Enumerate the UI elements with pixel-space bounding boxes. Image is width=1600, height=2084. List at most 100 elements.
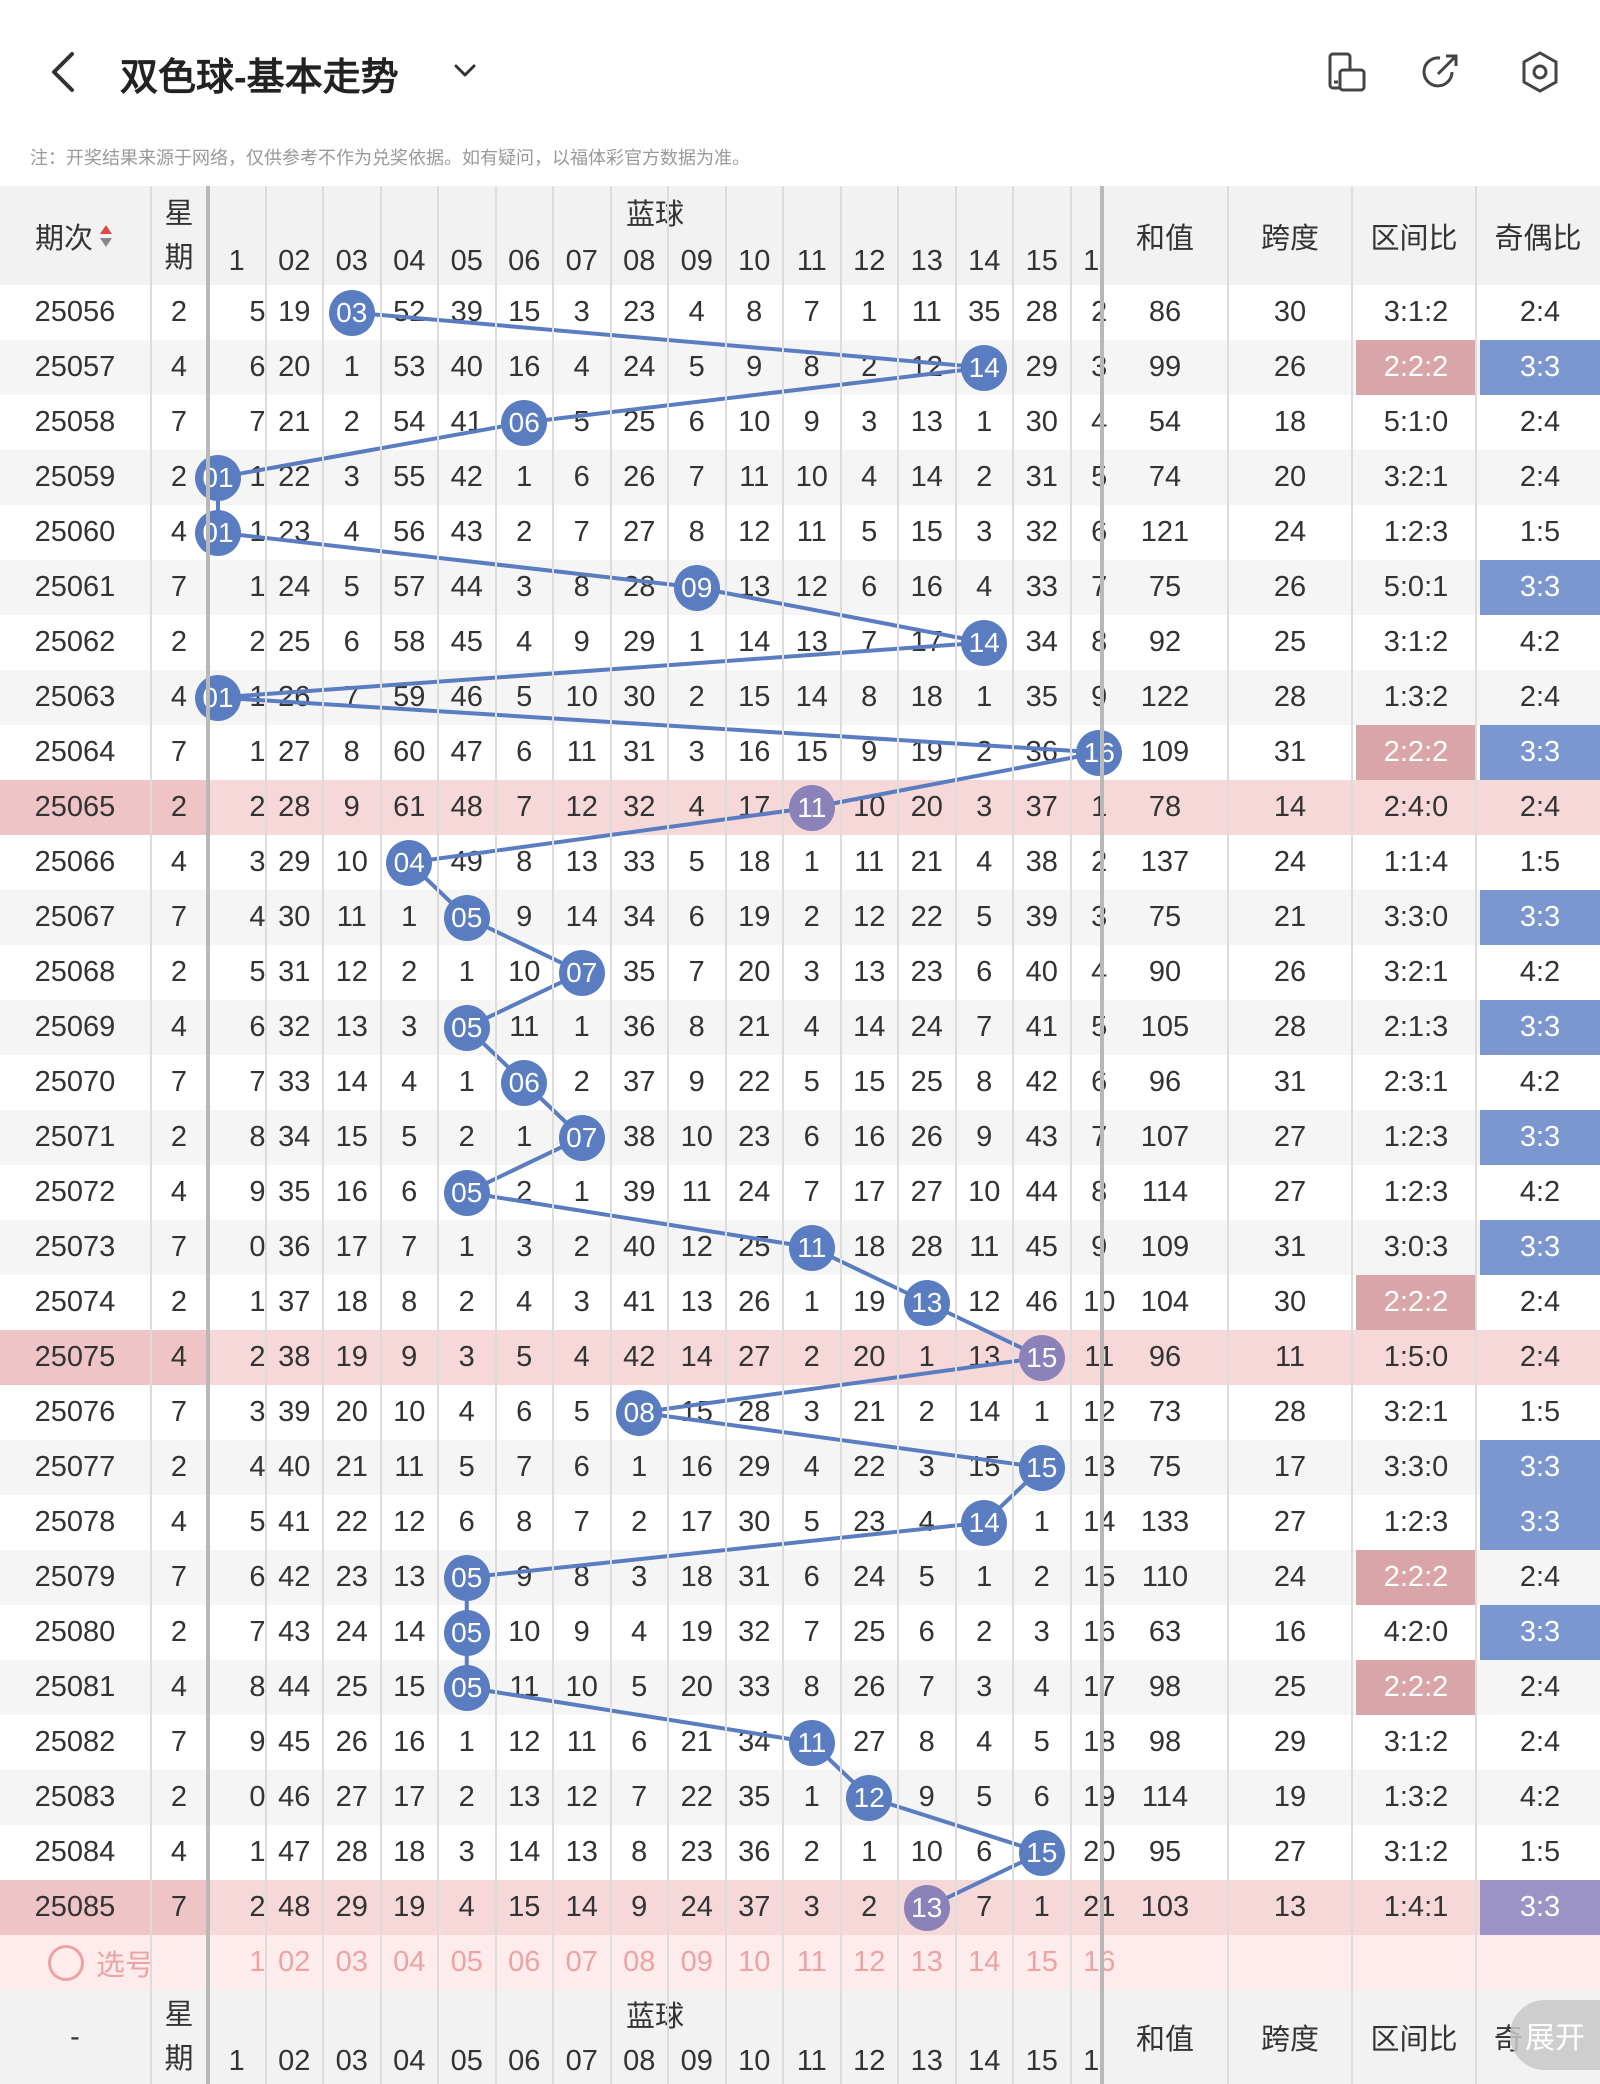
miss-count-cell: 6 [249,1011,266,1043]
miss-count-cell: 5 [803,1066,820,1098]
miss-count-cell: 26 [910,1121,943,1153]
header-blue-number: 06 [495,238,553,285]
span-cell: 31 [1273,736,1307,768]
select-toggle[interactable]: 选号 [46,1935,156,1990]
table-row[interactable]: 250622225658454929114137171434892253:1:2… [0,615,1600,670]
miss-count-cell: 5 [1033,1726,1050,1758]
miss-count-cell: 5 [803,1506,820,1538]
select-number[interactable]: 12 [853,1946,886,1978]
table-row[interactable]: 2507128341552107381023616269437107271:2:… [0,1110,1600,1165]
table-row[interactable]: 250802743241405109419327256231663164:2:0… [0,1605,1600,1660]
miss-count-cell: 24 [623,351,656,383]
select-number[interactable]: 15 [1025,1946,1058,1978]
select-number[interactable]: 09 [680,1946,713,1978]
miss-count-cell: 2 [631,1506,648,1538]
miss-count-cell: 3 [458,1341,475,1373]
select-number[interactable]: 16 [1071,1935,1129,1990]
miss-count-cell: 32 [1025,516,1058,548]
header-odd-even: 奇偶比 [1476,186,1600,285]
header-blue-number: 10 [725,238,783,285]
miss-count-cell: 29 [623,626,656,658]
sum-cell: 122 [1140,681,1190,713]
table-row[interactable]: 250677430111059143461921222539375213:3:0… [0,890,1600,945]
select-number[interactable]: 03 [335,1946,368,1978]
select-number[interactable]: 02 [278,1946,311,1978]
select-number[interactable]: 14 [968,1946,1001,1978]
table-row[interactable]: 250797642231305983183162451215110242:2:2… [0,1550,1600,1605]
week-cell: 7 [150,560,208,615]
miss-count-cell: 8 [803,1671,820,1703]
chevron-down-icon[interactable] [448,56,482,86]
odd-even-cell: 2:4 [1519,791,1561,823]
miss-count-cell: 2 [976,1616,993,1648]
miss-count-cell: 8 [688,516,705,548]
miss-count-cell: 16 [680,1451,713,1483]
miss-count-cell: 41 [1025,1011,1058,1043]
odd-even-cell: 3:3 [1480,1495,1600,1550]
miss-count-cell: 20 [335,1396,368,1428]
miss-count-cell: 9 [573,626,590,658]
week-cell: 7 [150,1385,208,1440]
miss-count-cell: 6 [249,1561,266,1593]
miss-count-cell: 32 [623,791,656,823]
share-icon[interactable] [1416,48,1464,96]
miss-count-cell: 1 [249,1836,266,1868]
page-title[interactable]: 双色球-基本走势 [120,57,399,99]
miss-count-cell: 22 [910,901,943,933]
table-row[interactable]: 250562519035239153234871113528286303:1:2… [0,285,1600,340]
table-row[interactable]: 25074213718824341132611913124610104302:2… [0,1275,1600,1330]
miss-count-cell: 30 [738,1506,771,1538]
table-row[interactable]: 250617124557443828091312616433775265:0:1… [0,560,1600,615]
miss-count-cell: 55 [393,461,426,493]
table-row[interactable]: 25057462015340164245982121429399262:2:23… [0,340,1600,395]
table-row[interactable]: 250682531122110073572031323640490263:2:1… [0,945,1600,1000]
table-row[interactable]: 2508572482919415149243732137121103131:4:… [0,1880,1600,1935]
rotate-screen-icon[interactable] [1322,48,1370,96]
table-row[interactable]: 2508320462717213127223511295619114191:3:… [0,1770,1600,1825]
header-period[interactable]: 期次 [0,186,150,285]
back-arrow-icon[interactable] [44,50,84,94]
miss-count-cell: 18 [680,1561,713,1593]
grid-line [437,186,439,2084]
week-cell: 4 [150,1330,208,1385]
select-number[interactable]: 07 [565,1946,598,1978]
table-row[interactable]: 250754238199354421427220113151196111:5:0… [0,1330,1600,1385]
miss-count-cell: 59 [393,681,426,713]
table-row[interactable]: 250784541221268721730523414114133271:2:3… [0,1495,1600,1550]
zone-ratio-cell: 3:3:0 [1383,901,1449,933]
select-number[interactable]: 1 [249,1946,266,1978]
grid-line [379,186,382,2084]
table-row[interactable]: 2508441472818314138233621106152095273:1:… [0,1825,1600,1880]
miss-count-cell: 2 [249,791,266,823]
zone-ratio-cell: 1:2:3 [1383,516,1449,548]
miss-count-cell: 33 [278,1066,311,1098]
zone-ratio-cell: 2:2:2 [1356,340,1476,395]
miss-count-cell: 32 [278,1011,311,1043]
select-number[interactable]: 08 [623,1946,656,1978]
select-number[interactable]: 06 [508,1946,541,1978]
table-row[interactable]: 250767339201046508152832121411273283:2:1… [0,1385,1600,1440]
header-blue-number: 04 [380,238,438,285]
miss-count-cell: 14 [680,1341,713,1373]
grid-line [1227,186,1229,2084]
zone-ratio-cell: 5:1:0 [1383,406,1449,438]
settings-icon[interactable] [1516,48,1564,96]
table-row[interactable]: 2508148442515051110520338267341798252:2:… [0,1660,1600,1715]
select-number[interactable]: 05 [450,1946,483,1978]
expand-button[interactable]: 展开 [1510,2000,1600,2070]
table-row[interactable]: 250772440211157611629422315151375173:3:0… [0,1440,1600,1495]
miss-count-cell: 44 [450,571,483,603]
table-row[interactable]: 25070773314410623792251525842696312:3:14… [0,1055,1600,1110]
select-number[interactable]: 10 [738,1946,771,1978]
select-number[interactable]: 13 [910,1946,943,1978]
span-cell: 28 [1273,681,1307,713]
table-row[interactable]: 2506946321330511136821414247415105282:1:… [0,1000,1600,1055]
select-number[interactable]: 04 [393,1946,426,1978]
table-row[interactable]: 25072493516605213911247172710448114271:2… [0,1165,1600,1220]
miss-count-cell: 6 [458,1506,475,1538]
select-number[interactable]: 11 [796,1946,827,1978]
miss-count-cell: 44 [1025,1176,1058,1208]
table-row[interactable]: 25058772125441065256109313130454185:1:02… [0,395,1600,450]
table-row[interactable]: 25066432910044981333518111214382137241:1… [0,835,1600,890]
